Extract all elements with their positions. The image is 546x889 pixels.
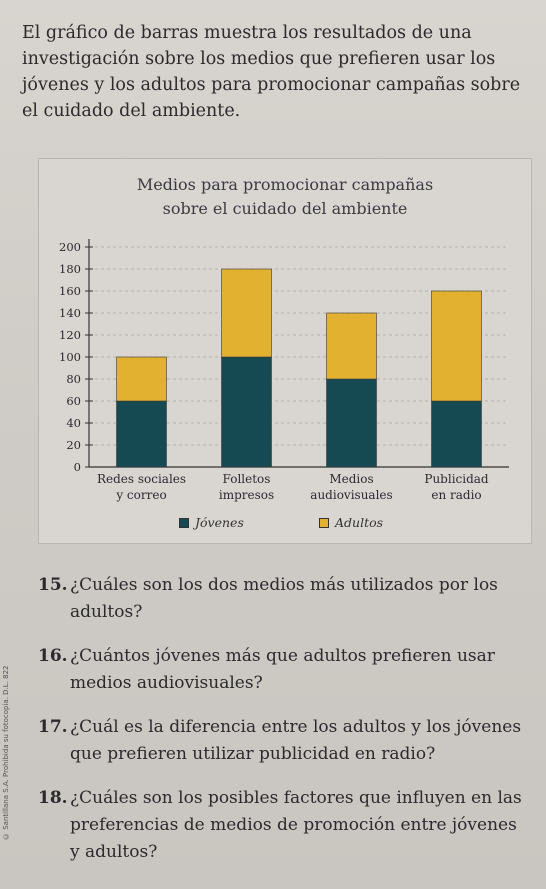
x-category-label-1-line-1: Redes sociales [97, 472, 186, 486]
question-text: ¿Cuántos jóvenes más que adultos prefier… [70, 646, 495, 693]
y-tick-label-180: 180 [59, 262, 81, 276]
x-category-label-2-line-1: Folletos [223, 472, 271, 486]
question-text: ¿Cuál es la diferencia entre los adultos… [70, 717, 522, 764]
legend-item-jovenes: Jóvenes [179, 515, 244, 530]
y-tick-label-60: 60 [66, 394, 81, 408]
question-3: 17. ¿Cuál es la diferencia entre los adul… [38, 714, 528, 768]
y-tick-label-120: 120 [59, 328, 81, 342]
question-number: 15. [38, 575, 68, 595]
y-tick-label-200: 200 [59, 240, 81, 254]
legend-label-adultos: Adultos [335, 515, 384, 530]
questions-list: 15. ¿Cuáles son los dos medios más utiliz… [38, 572, 528, 883]
y-tick-label-80: 80 [66, 372, 81, 386]
x-category-label-1-line-2: y correo [115, 488, 166, 502]
bar-jovenes-3 [326, 378, 377, 468]
chart-title-line-1: Medios para promocionar campañas [136, 175, 434, 194]
chart-title-line-2: sobre el cuidado del ambiente [162, 199, 408, 218]
chart-title: Medios para promocionar campañas sobre e… [39, 173, 531, 221]
question-number: 16. [38, 646, 68, 666]
y-tick-label-100: 100 [59, 350, 81, 364]
x-category-label-4-line-2: en radio [431, 488, 481, 502]
bar-adultos-1 [116, 356, 167, 402]
legend-swatch-jovenes [179, 517, 189, 528]
question-number: 17. [38, 717, 68, 737]
y-tick-label-40: 40 [66, 416, 81, 430]
y-tick-label-140: 140 [59, 306, 81, 320]
bar-jovenes-4 [431, 400, 482, 468]
question-2: 16. ¿Cuántos jóvenes más que adultos pref… [38, 643, 528, 697]
side-copyright-note: © Santillana S.A. Prohibida su fotocopia… [2, 665, 10, 841]
intro-paragraph: El gráfico de barras muestra los resulta… [22, 23, 521, 121]
question-4: 18. ¿Cuáles son los posibles factores que… [38, 785, 528, 866]
question-text: ¿Cuáles son los dos medios más utilizado… [70, 575, 498, 622]
legend-item-adultos: Adultos [319, 515, 383, 530]
bar-adultos-4 [431, 290, 482, 402]
bar-adultos-2 [221, 268, 272, 358]
x-category-label-3-line-1: Medios [329, 472, 373, 486]
x-category-label-4-line-1: Publicidad [424, 472, 489, 486]
question-text: ¿Cuáles son los posibles factores que in… [70, 788, 522, 862]
bar-jovenes-1 [116, 400, 167, 468]
bar-jovenes-2 [221, 356, 272, 468]
question-number: 18. [38, 788, 68, 808]
legend-swatch-adultos [319, 517, 329, 528]
stacked-bar-chart: 0 20 40 60 80 100 120 140 160 180 200 Redes sociale… [59, 239, 509, 502]
bar-adultos-3 [326, 312, 377, 380]
x-category-label-3-line-2: audiovisuales [310, 488, 392, 502]
y-tick-label-0: 0 [74, 460, 81, 474]
question-1: 15. ¿Cuáles son los dos medios más utiliz… [38, 572, 528, 626]
legend-label-jovenes: Jóvenes [195, 515, 244, 530]
chart-legend: Jóvenes Adultos [39, 515, 531, 535]
x-category-label-2-line-2: impresos [219, 488, 274, 502]
chart-container: Medios para promocionar campañas sobre e… [38, 158, 532, 544]
y-tick-label-20: 20 [66, 438, 81, 452]
y-tick-label-160: 160 [59, 284, 81, 298]
